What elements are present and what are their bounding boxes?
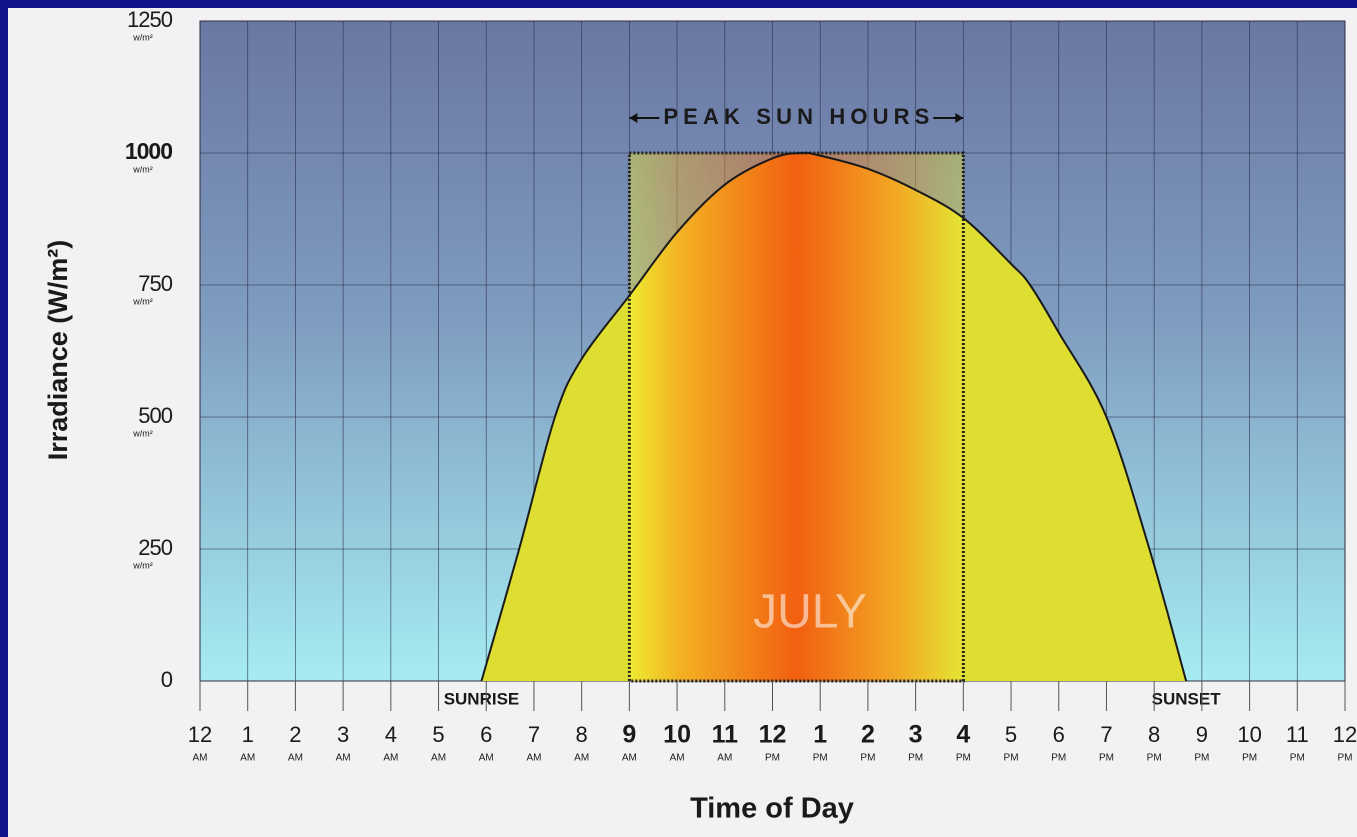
- peak-label: PEAK SUN HOURS: [663, 104, 929, 129]
- x-tick-period: AM: [717, 753, 732, 764]
- x-tick-period: PM: [1004, 753, 1019, 764]
- x-tick-period: PM: [765, 753, 780, 764]
- x-tick-period: AM: [574, 753, 589, 764]
- x-tick-period: AM: [670, 753, 685, 764]
- y-tick-unit: w/m²: [132, 32, 153, 42]
- x-tick-label: 8: [1148, 722, 1160, 747]
- y-axis-label: Irradiance (W/m²): [43, 240, 73, 461]
- x-tick-period: PM: [956, 753, 971, 764]
- x-tick-label: 5: [432, 722, 444, 747]
- y-tick-label: 500: [138, 403, 172, 428]
- annotation: SUNSET: [1152, 689, 1222, 708]
- y-tick-unit: w/m²: [132, 428, 153, 438]
- y-tick-unit: w/m²: [132, 560, 153, 570]
- x-tick-label: 1: [242, 722, 254, 747]
- x-tick-label: 4: [385, 722, 397, 747]
- y-tick-unit: w/m²: [132, 164, 153, 174]
- x-tick-label: 7: [528, 722, 540, 747]
- y-tick-label: 250: [138, 535, 172, 560]
- x-tick-label: 10: [1237, 722, 1261, 747]
- y-tick-unit: w/m²: [132, 296, 153, 306]
- x-tick-label: 3: [909, 721, 923, 749]
- x-tick-label: 11: [1286, 722, 1309, 747]
- x-tick-period: PM: [1051, 753, 1066, 764]
- peak-arrowhead: [955, 113, 964, 123]
- x-tick-label: 7: [1100, 722, 1112, 747]
- y-tick-label: 0: [161, 667, 173, 692]
- x-tick-label: 10: [663, 721, 691, 749]
- x-tick-period: PM: [908, 753, 923, 764]
- y-tick-label: 1000: [125, 138, 172, 164]
- x-tick-label: 12: [188, 722, 212, 747]
- peak-fill: [629, 153, 964, 681]
- y-tick-label: 750: [138, 271, 172, 296]
- x-tick-period: PM: [813, 753, 828, 764]
- x-axis-label: Time of Day: [690, 793, 854, 825]
- x-tick-label: 11: [712, 721, 739, 749]
- x-tick-period: AM: [288, 753, 303, 764]
- peak-arrowhead: [629, 113, 638, 123]
- x-tick-label: 2: [289, 722, 301, 747]
- x-tick-period: AM: [336, 753, 351, 764]
- x-tick-label: 12: [1333, 722, 1357, 747]
- x-tick-label: 12: [759, 721, 787, 749]
- x-tick-label: 6: [1053, 722, 1065, 747]
- x-tick-label: 1: [813, 721, 827, 749]
- x-tick-period: PM: [1242, 753, 1257, 764]
- x-tick-period: PM: [1290, 753, 1305, 764]
- x-tick-label: 4: [956, 721, 970, 749]
- x-tick-period: PM: [1194, 753, 1209, 764]
- annotation: SUNRISE: [444, 689, 520, 708]
- x-tick-label: 2: [861, 721, 875, 749]
- x-tick-label: 9: [1196, 722, 1208, 747]
- curve: [480, 151, 1188, 682]
- x-tick-period: AM: [431, 753, 446, 764]
- x-tick-period: PM: [1338, 753, 1353, 764]
- x-tick-period: AM: [240, 753, 255, 764]
- y-tick-label: 1250: [127, 7, 173, 32]
- x-tick-period: AM: [622, 753, 637, 764]
- x-tick-period: AM: [479, 753, 494, 764]
- x-tick-label: 6: [480, 722, 492, 747]
- x-tick-label: 9: [622, 721, 636, 749]
- x-tick-period: AM: [193, 753, 208, 764]
- x-tick-period: PM: [1099, 753, 1114, 764]
- x-tick-label: 8: [576, 722, 588, 747]
- x-tick-label: 3: [337, 722, 349, 747]
- x-tick-period: PM: [1147, 753, 1162, 764]
- x-tick-period: PM: [860, 753, 875, 764]
- x-tick-label: 5: [1005, 722, 1017, 747]
- x-tick-period: AM: [526, 753, 541, 764]
- peak-rect: [627, 151, 965, 683]
- x-tick-period: AM: [383, 753, 398, 764]
- watermark: JULY: [753, 586, 867, 639]
